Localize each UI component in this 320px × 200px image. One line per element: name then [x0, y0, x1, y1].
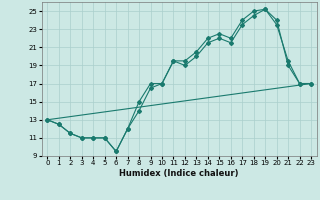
X-axis label: Humidex (Indice chaleur): Humidex (Indice chaleur): [119, 169, 239, 178]
